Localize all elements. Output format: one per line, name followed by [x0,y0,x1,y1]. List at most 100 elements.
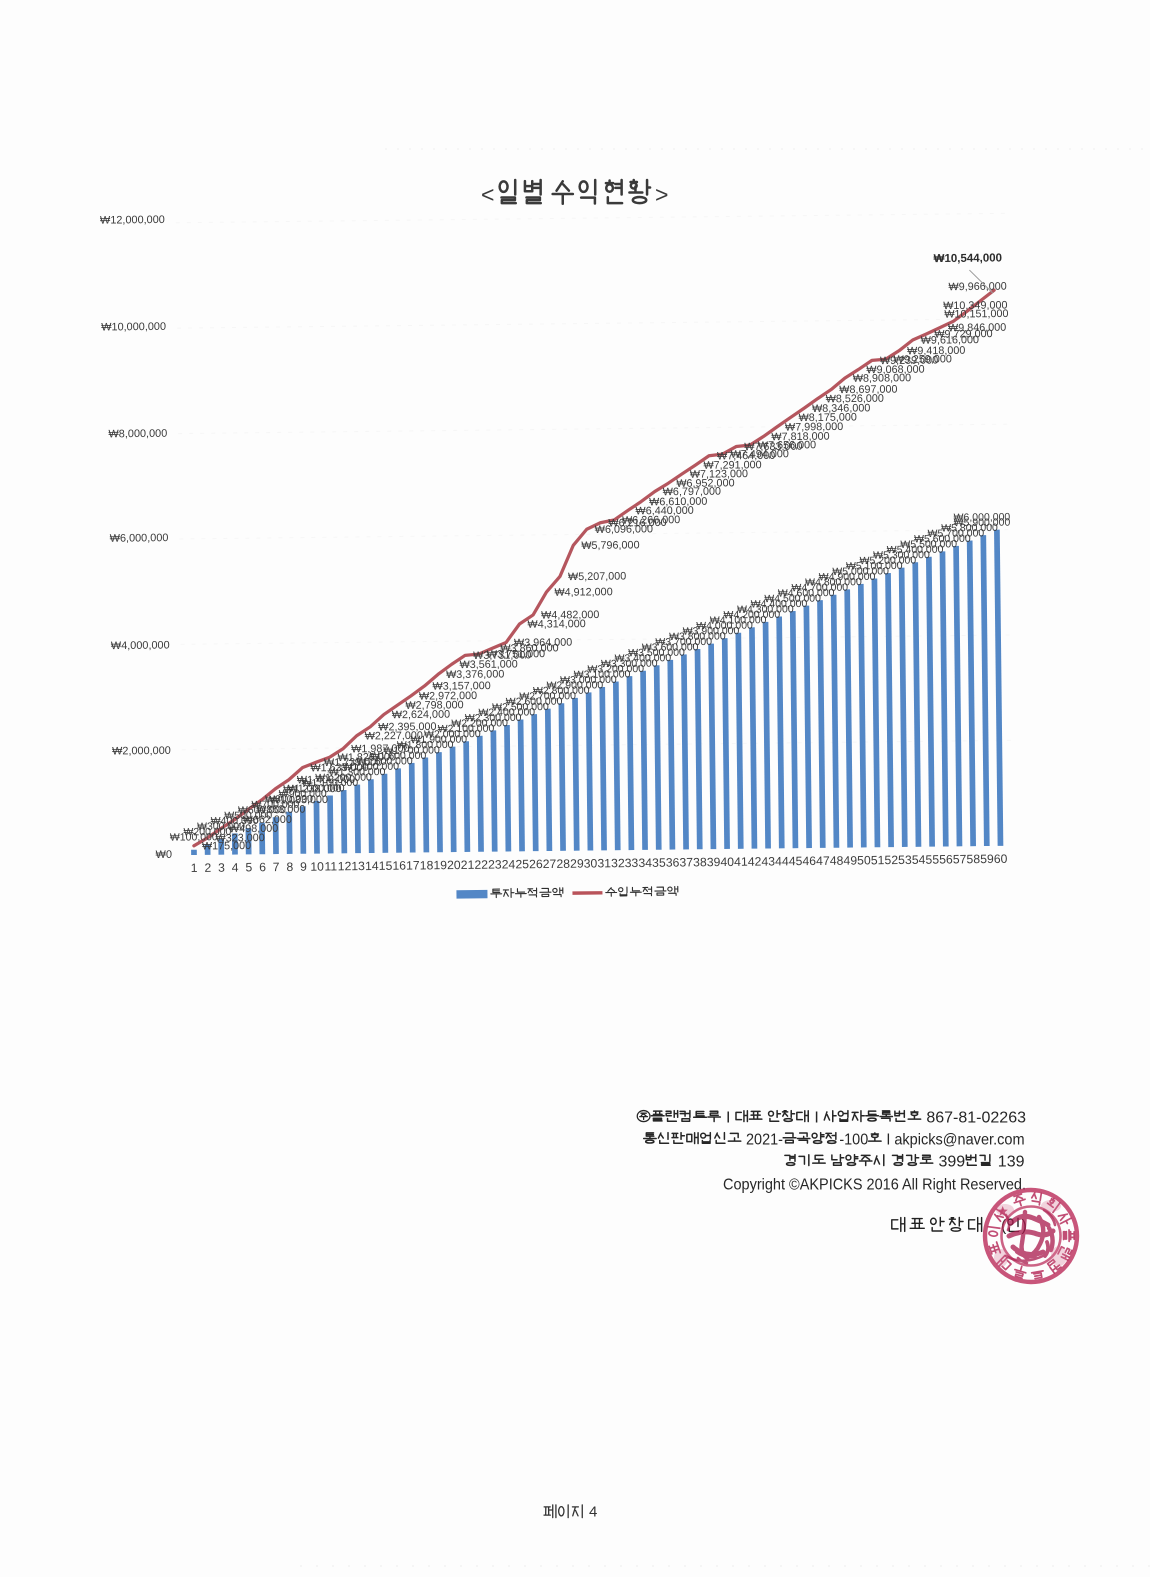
svg-text:₩2,300,000: ₩2,300,000 [465,712,522,725]
svg-text:₩2,100,000: ₩2,100,000 [438,723,495,736]
svg-text:₩498,000: ₩498,000 [229,823,278,836]
svg-text:₩2,500,000: ₩2,500,000 [492,701,549,714]
svg-text:-100: -100 [839,1132,868,1149]
svg-text:₩4,200,000: ₩4,200,000 [723,609,780,622]
svg-text:₩5,796,000: ₩5,796,000 [581,539,639,552]
svg-text:12: 12 [338,859,352,873]
svg-text:60: 60 [994,852,1008,866]
svg-text:5: 5 [245,860,252,874]
svg-text:₩323,000: ₩323,000 [215,832,264,845]
svg-text:₩3,400,000: ₩3,400,000 [615,652,672,665]
svg-text:9: 9 [300,860,307,874]
svg-text:15: 15 [379,859,393,873]
svg-text:₩4,500,000: ₩4,500,000 [764,592,821,605]
svg-text:₩1,633,000: ₩1,633,000 [310,762,368,775]
svg-text:34: 34 [638,856,652,870]
svg-text:16: 16 [392,859,406,873]
svg-text:₩7,818,000: ₩7,818,000 [771,431,829,444]
svg-text:₩2,200,000: ₩2,200,000 [451,717,508,730]
svg-text:₩6,000,000: ₩6,000,000 [954,511,1011,524]
svg-text:40: 40 [720,855,734,869]
svg-text:₩3,000,000: ₩3,000,000 [560,674,617,687]
svg-text:25: 25 [515,857,529,871]
svg-text:₩662,000: ₩662,000 [243,814,292,827]
svg-text:₩200,000: ₩200,000 [183,826,231,839]
svg-text:₩3,300,000: ₩3,300,000 [601,658,658,671]
svg-text:59: 59 [980,852,994,866]
svg-text:₩8,526,000: ₩8,526,000 [826,393,884,406]
svg-text:139: 139 [998,1154,1025,1171]
svg-text:2: 2 [204,861,211,875]
svg-text:35: 35 [652,856,666,870]
svg-text:₩3,200,000: ₩3,200,000 [587,663,644,676]
svg-text:₩4,300,000: ₩4,300,000 [737,603,794,616]
svg-text:₩1,500,000: ₩1,500,000 [356,755,413,768]
svg-text:₩4,600,000: ₩4,600,000 [778,587,835,600]
svg-text:₩7,123,000: ₩7,123,000 [690,468,748,481]
svg-text:₩9,259,000: ₩9,259,000 [894,353,952,366]
svg-text:₩900,000: ₩900,000 [279,788,327,801]
svg-text:13: 13 [351,859,365,873]
svg-text:₩1,408,000: ₩1,408,000 [297,774,355,787]
svg-text:₩2,600,000: ₩2,600,000 [506,696,563,709]
svg-text:₩6,797,000: ₩6,797,000 [663,486,721,499]
svg-text:₩7,656,000: ₩7,656,000 [758,439,816,452]
svg-text:₩7,494,000: ₩7,494,000 [731,448,789,461]
svg-text:30: 30 [584,856,598,870]
svg-text:₩3,561,000: ₩3,561,000 [459,658,517,671]
svg-text:₩5,800,000: ₩5,800,000 [941,522,998,535]
svg-text:19: 19 [433,858,447,872]
svg-text:50: 50 [857,853,871,867]
svg-text:867-81-02263: 867-81-02263 [926,1110,1026,1127]
svg-text:>: > [655,182,668,208]
svg-text:₩1,200,000: ₩1,200,000 [315,771,372,784]
svg-text:₩2,227,000: ₩2,227,000 [365,730,423,743]
svg-text:₩4,314,000: ₩4,314,000 [527,618,585,631]
svg-text:57: 57 [953,852,967,866]
svg-text:₩1,826,000: ₩1,826,000 [338,751,396,764]
svg-text:3: 3 [218,861,225,875]
svg-text:₩6,952,000: ₩6,952,000 [676,477,734,490]
svg-text:₩3,800,000: ₩3,800,000 [669,630,726,643]
svg-text:₩300,000: ₩300,000 [197,820,245,833]
svg-text:10: 10 [310,860,324,874]
svg-text:akpicks@naver.com: akpicks@naver.com [894,1132,1024,1149]
svg-text:58: 58 [966,852,980,866]
svg-text:₩500,000: ₩500,000 [224,810,272,823]
svg-text:49: 49 [843,853,857,867]
svg-text:₩3,860,000: ₩3,860,000 [500,642,558,655]
svg-text:₩6,096,000: ₩6,096,000 [595,523,653,536]
svg-text:₩6,216,000: ₩6,216,000 [608,517,666,530]
svg-text:24: 24 [502,857,516,871]
svg-text:21: 21 [461,858,475,872]
svg-text:₩175,000: ₩175,000 [202,840,251,853]
svg-text:₩800,000: ₩800,000 [265,793,313,806]
svg-text:33: 33 [625,856,639,870]
svg-text:22: 22 [474,858,488,872]
svg-text:₩9,966,000: ₩9,966,000 [948,281,1006,294]
svg-text:₩6,266,000: ₩6,266,000 [622,514,680,527]
svg-text:42: 42 [748,855,762,869]
svg-text:₩8,697,000: ₩8,697,000 [839,384,897,397]
svg-text:₩7,998,000: ₩7,998,000 [785,421,843,434]
svg-text:55: 55 [925,853,939,867]
svg-text:₩2,800,000: ₩2,800,000 [533,685,590,698]
svg-text:Copyright ©AKPICKS 2016 All Ri: Copyright ©AKPICKS 2016 All Right Reserv… [723,1177,1026,1194]
svg-text:₩7,633,000: ₩7,633,000 [744,441,802,454]
svg-text:18: 18 [420,858,434,872]
svg-text:₩2,400,000: ₩2,400,000 [478,706,535,719]
svg-text:₩2,798,000: ₩2,798,000 [405,699,463,712]
svg-text:₩4,000,000: ₩4,000,000 [111,639,170,652]
svg-text:₩12,000,000: ₩12,000,000 [100,214,165,227]
svg-text:46: 46 [802,854,816,868]
svg-text:₩3,100,000: ₩3,100,000 [574,668,631,681]
svg-text:₩3,157,000: ₩3,157,000 [432,680,490,693]
svg-text:29: 29 [570,857,584,871]
svg-text:₩5,500,000: ₩5,500,000 [900,538,957,551]
svg-text:2021-: 2021- [746,1132,783,1149]
svg-text:₩5,300,000: ₩5,300,000 [873,549,930,562]
svg-text:I: I [886,1132,890,1149]
svg-text:₩1,900,000: ₩1,900,000 [410,734,467,747]
svg-text:₩1,000,000: ₩1,000,000 [288,782,345,795]
svg-text:₩4,800,000: ₩4,800,000 [805,576,862,589]
